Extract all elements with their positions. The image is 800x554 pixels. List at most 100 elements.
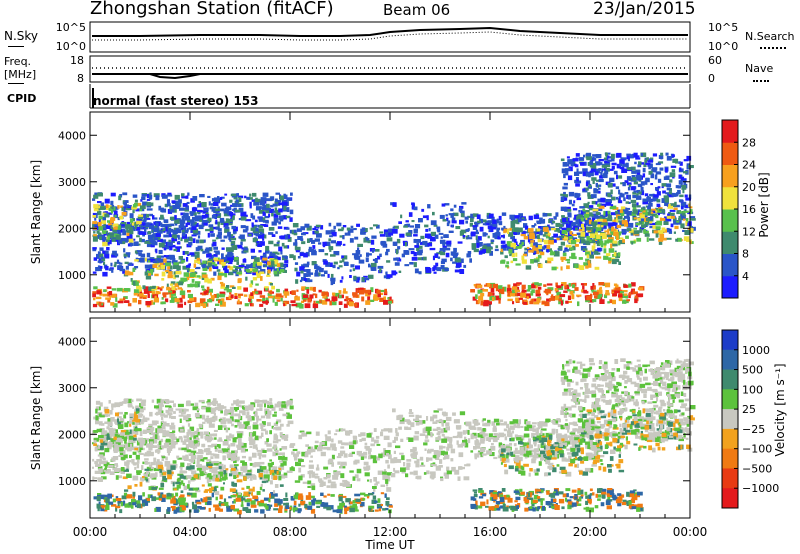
- range-cell: [228, 207, 232, 211]
- range-cell: [515, 263, 521, 266]
- range-cell: [102, 230, 107, 234]
- range-cell: [258, 218, 263, 222]
- range-cell: [93, 286, 98, 290]
- range-cell: [556, 291, 562, 297]
- range-cell: [229, 212, 233, 217]
- range-cell: [237, 299, 240, 304]
- range-cell: [147, 427, 150, 432]
- range-cell: [470, 213, 475, 219]
- range-cell: [630, 290, 634, 295]
- range-cell: [95, 267, 99, 272]
- range-cell: [473, 248, 479, 253]
- range-cell: [278, 221, 281, 225]
- range-cell: [307, 238, 310, 243]
- range-cell: [220, 283, 225, 288]
- range-cell: [161, 301, 166, 305]
- range-cell: [99, 247, 104, 251]
- range-cell: [181, 294, 186, 299]
- range-cell: [174, 275, 179, 278]
- range-cell: [488, 433, 493, 438]
- range-cell: [309, 460, 313, 463]
- range-cell: [425, 268, 432, 273]
- range-cell: [667, 205, 673, 209]
- range-cell: [167, 274, 173, 279]
- range-cell: [189, 236, 192, 241]
- range-cell: [384, 288, 387, 294]
- nsky-trace: [92, 26, 688, 37]
- range-cell: [295, 279, 299, 284]
- range-cell: [324, 434, 328, 437]
- range-cell: [647, 205, 651, 211]
- range-cell: [110, 302, 115, 306]
- range-cell: [436, 426, 441, 430]
- range-cell: [234, 293, 238, 297]
- range-cell: [160, 216, 164, 220]
- range-cell: [451, 217, 456, 223]
- range-cell: [509, 253, 512, 257]
- range-cell: [187, 275, 190, 281]
- range-cell: [650, 211, 654, 214]
- range-cell: [159, 472, 163, 477]
- range-cell: [324, 241, 331, 246]
- range-cell: [128, 238, 134, 243]
- range-cell: [250, 213, 254, 219]
- range-cell: [201, 285, 205, 289]
- range-cell: [243, 248, 249, 253]
- range-cell: [642, 198, 647, 202]
- range-cell: [342, 291, 348, 294]
- range-cell: [325, 436, 331, 441]
- range-cell: [171, 200, 176, 203]
- range-cell: [189, 269, 195, 273]
- range-cell: [510, 225, 516, 229]
- range-cell: [344, 232, 348, 236]
- range-cell: [134, 225, 137, 230]
- range-cell: [551, 294, 554, 299]
- range-cell: [104, 198, 110, 204]
- range-cell: [334, 433, 338, 436]
- range-cell: [313, 286, 316, 292]
- range-cell: [107, 291, 110, 297]
- range-cell: [597, 247, 601, 252]
- range-cell: [489, 437, 494, 440]
- range-cell: [510, 242, 516, 248]
- range-cell: [134, 259, 139, 262]
- range-cell: [231, 419, 238, 423]
- range-cell: [108, 212, 113, 215]
- range-cell: [257, 262, 263, 266]
- range-cell: [500, 240, 506, 244]
- range-cell: [130, 278, 133, 282]
- range-cell: [387, 297, 390, 300]
- range-cell: [184, 470, 188, 474]
- range-cell: [250, 248, 255, 253]
- range-cell: [592, 299, 597, 303]
- range-cell: [274, 201, 281, 206]
- range-cell: [179, 297, 183, 300]
- range-cell: [408, 230, 413, 234]
- range-cell: [136, 218, 142, 221]
- range-cell: [284, 259, 289, 264]
- range-cell: [583, 291, 589, 294]
- range-cell: [233, 265, 236, 269]
- range-cell: [304, 223, 310, 228]
- range-cell: [133, 241, 139, 246]
- range-cell: [680, 223, 685, 229]
- velocity-data: [92, 358, 696, 515]
- range-cell: [574, 423, 579, 427]
- range-cell: [178, 199, 182, 204]
- range-cell: [278, 208, 283, 213]
- range-cell: [165, 255, 171, 258]
- range-cell: [141, 238, 145, 243]
- range-cell: [414, 268, 419, 274]
- range-cell: [350, 264, 355, 268]
- range-cell: [207, 436, 213, 439]
- range-cell: [110, 218, 114, 224]
- range-cell: [181, 229, 185, 234]
- range-cell: [265, 245, 270, 251]
- range-cell: [180, 237, 183, 242]
- range-cell: [217, 461, 222, 465]
- range-cell: [604, 230, 608, 233]
- range-cell: [130, 446, 135, 450]
- range-cell: [640, 162, 645, 165]
- range-cell: [146, 273, 151, 277]
- range-cell: [168, 234, 173, 238]
